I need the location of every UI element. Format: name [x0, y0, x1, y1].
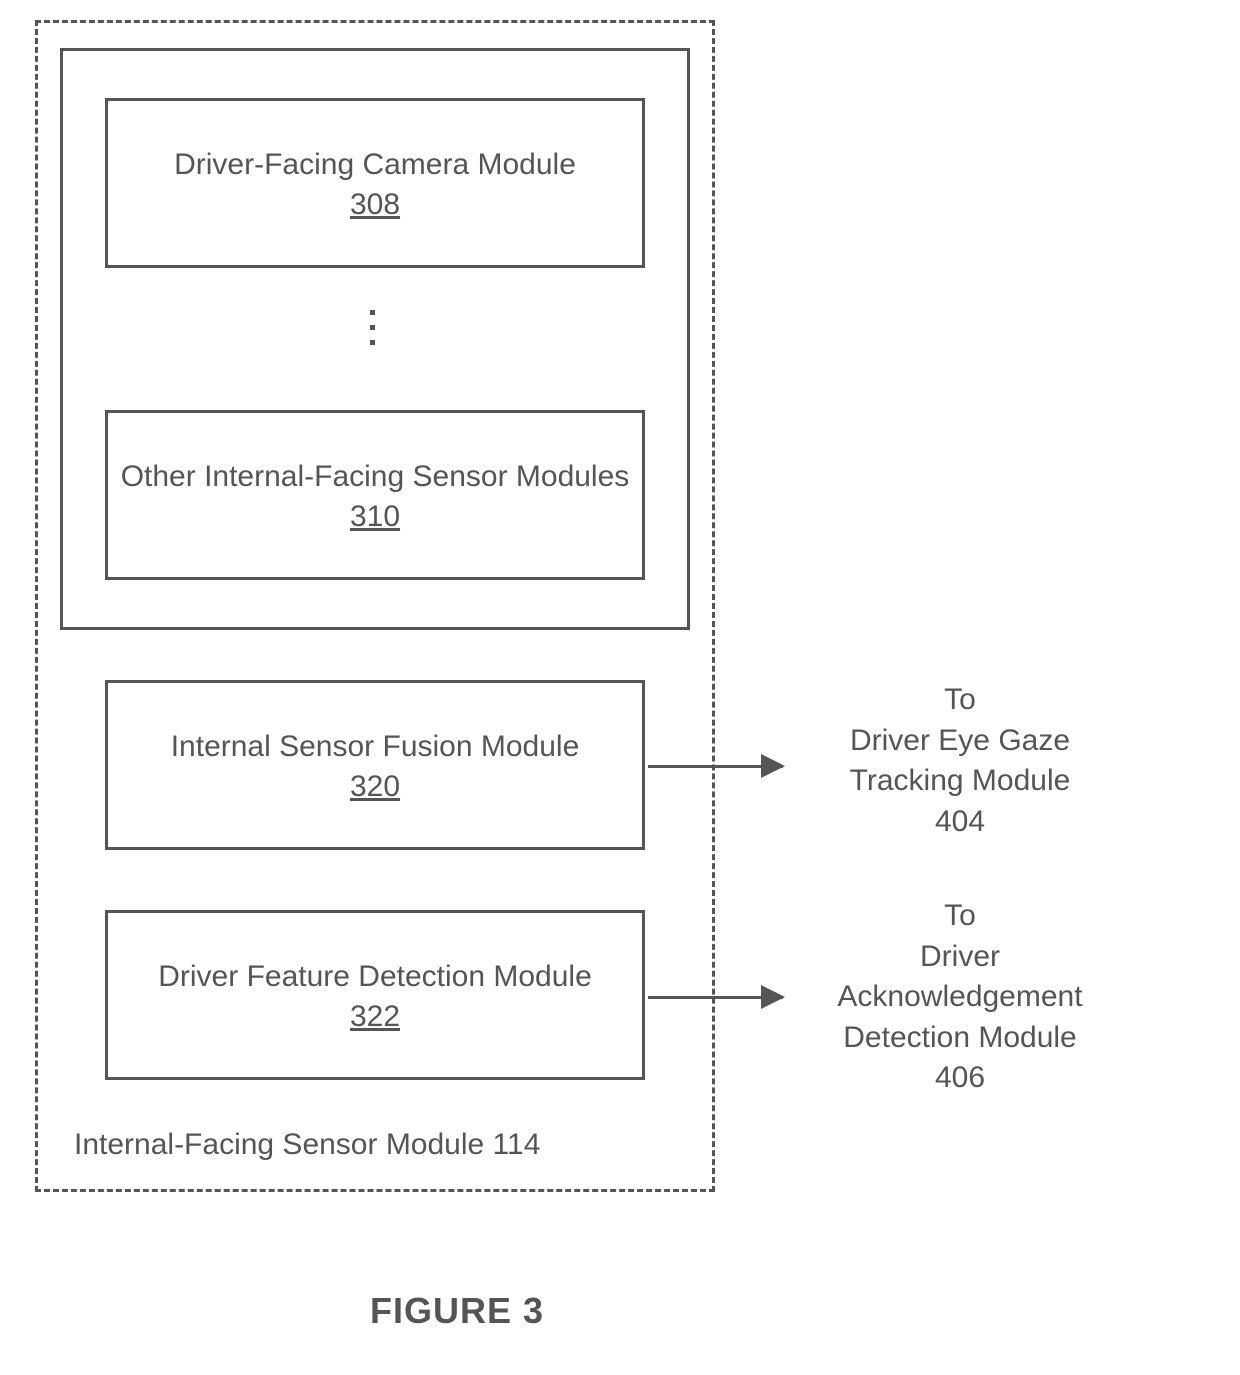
dot [370, 310, 375, 315]
dest-line: To [944, 899, 976, 932]
figure-label: FIGURE 3 [370, 1290, 544, 1332]
dest-acknowledgement-text: To Driver Acknowledgement Detection Modu… [810, 896, 1110, 1099]
dest-line: To [944, 683, 976, 716]
dest-line: Tracking Module [850, 764, 1071, 797]
dest-eye-gaze-text: To Driver Eye Gaze Tracking Module 404 [810, 680, 1110, 842]
arrow-to-acknowledgement [648, 996, 783, 999]
box-title: Internal Sensor Fusion Module [171, 727, 580, 766]
dot [370, 340, 375, 345]
ellipsis-dots [370, 310, 375, 345]
module-label: Internal-Facing Sensor Module 114 [74, 1128, 540, 1162]
dest-number: 404 [935, 805, 985, 838]
dest-number: 406 [935, 1061, 985, 1094]
box-driver-feature-detection: Driver Feature Detection Module 322 [105, 910, 645, 1080]
box-other-internal-sensors: Other Internal-Facing Sensor Modules 310 [105, 410, 645, 580]
box-title: Other Internal-Facing Sensor Modules [121, 457, 630, 496]
box-title: Driver-Facing Camera Module [174, 145, 576, 184]
box-number: 310 [350, 500, 400, 534]
dest-line: Detection Module [843, 1021, 1076, 1054]
dest-line: Driver [920, 940, 1000, 973]
box-number: 308 [350, 188, 400, 222]
dot [370, 325, 375, 330]
box-title: Driver Feature Detection Module [158, 957, 592, 996]
box-internal-sensor-fusion: Internal Sensor Fusion Module 320 [105, 680, 645, 850]
dest-line: Driver Eye Gaze [850, 724, 1070, 757]
box-number: 322 [350, 1000, 400, 1034]
arrow-to-eye-gaze [648, 765, 783, 768]
dest-line: Acknowledgement [837, 980, 1082, 1013]
box-driver-facing-camera: Driver-Facing Camera Module 308 [105, 98, 645, 268]
box-number: 320 [350, 770, 400, 804]
